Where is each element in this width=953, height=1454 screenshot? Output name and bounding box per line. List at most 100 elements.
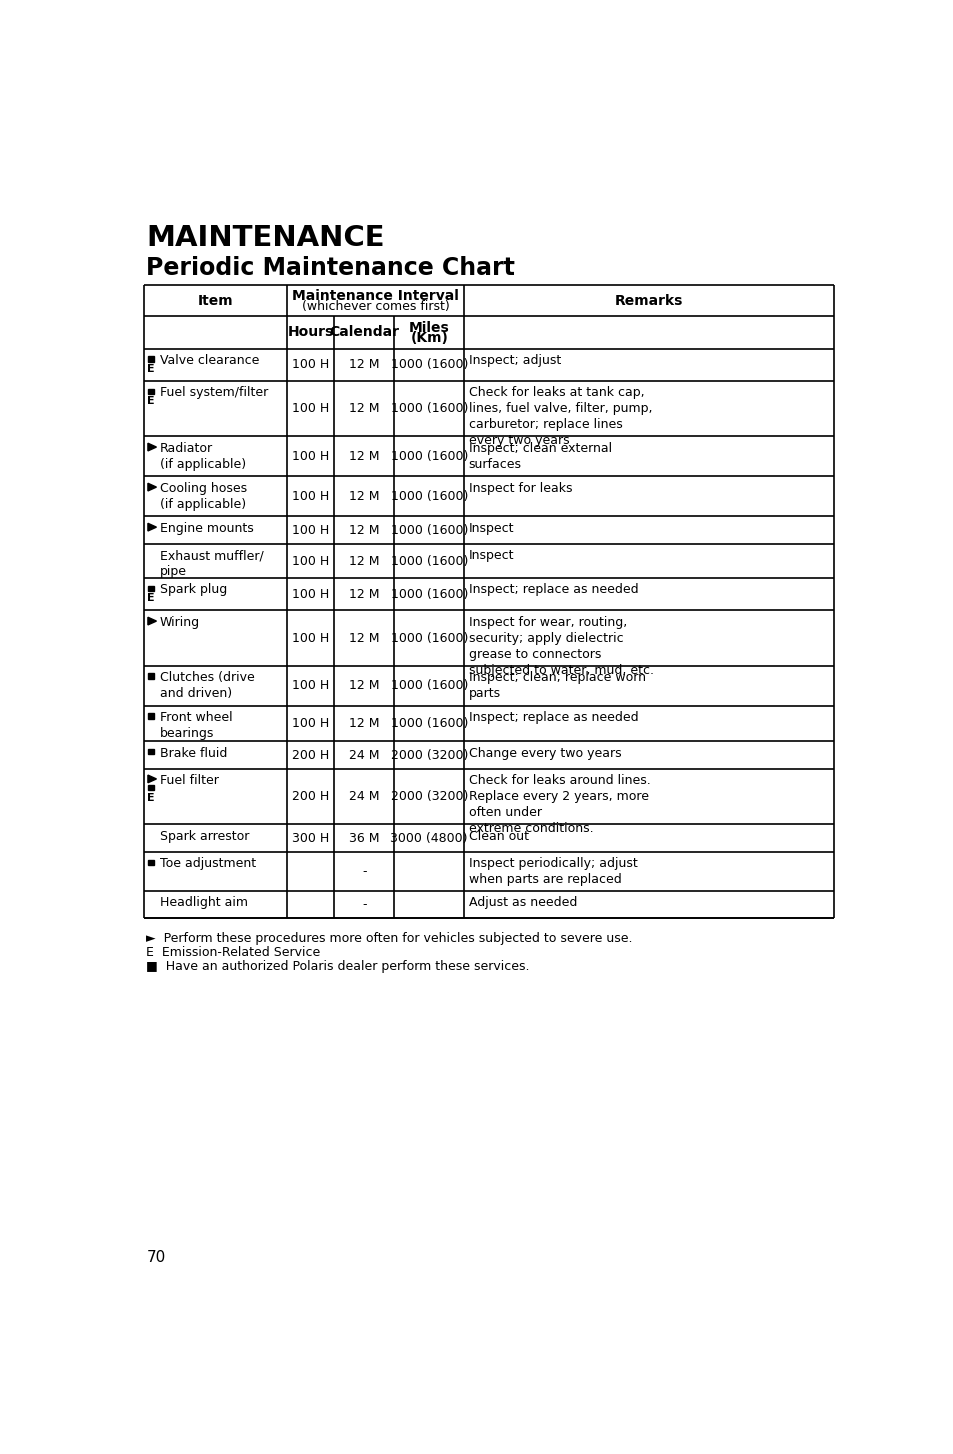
Text: Fuel system/filter: Fuel system/filter — [159, 387, 268, 400]
Text: 1000 (1600): 1000 (1600) — [390, 490, 468, 503]
Text: 1000 (1600): 1000 (1600) — [390, 403, 468, 414]
Polygon shape — [148, 523, 156, 531]
Text: 24 M: 24 M — [349, 749, 379, 762]
Bar — [148, 785, 153, 791]
Text: 12 M: 12 M — [349, 717, 379, 730]
Text: 1000 (1600): 1000 (1600) — [390, 587, 468, 601]
Text: Inspect; clean external
surfaces: Inspect; clean external surfaces — [468, 442, 611, 471]
Text: Headlight aim: Headlight aim — [159, 896, 247, 909]
Text: Inspect for wear, routing,
security; apply dielectric
grease to connectors
subje: Inspect for wear, routing, security; app… — [468, 615, 653, 676]
Text: 1000 (1600): 1000 (1600) — [390, 554, 468, 567]
Text: Remarks: Remarks — [614, 294, 682, 308]
Text: Inspect; clean; replace worn
parts: Inspect; clean; replace worn parts — [468, 672, 645, 701]
Bar — [148, 356, 153, 362]
Text: Inspect: Inspect — [468, 550, 514, 563]
Text: 100 H: 100 H — [292, 717, 329, 730]
Text: Inspect periodically; adjust
when parts are replaced: Inspect periodically; adjust when parts … — [468, 858, 637, 887]
Text: (Km): (Km) — [410, 330, 448, 345]
Text: Cooling hoses
(if applicable): Cooling hoses (if applicable) — [159, 481, 247, 510]
Bar — [148, 714, 153, 718]
Bar — [148, 749, 153, 755]
Text: Check for leaks around lines.
Replace every 2 years, more
often under
extreme co: Check for leaks around lines. Replace ev… — [468, 775, 650, 835]
Text: Spark arrestor: Spark arrestor — [159, 830, 249, 843]
Text: E: E — [147, 792, 154, 803]
Polygon shape — [148, 483, 156, 491]
Text: Calendar: Calendar — [329, 326, 398, 339]
Text: Miles: Miles — [409, 321, 449, 334]
Text: Clutches (drive
and driven): Clutches (drive and driven) — [159, 672, 254, 701]
Bar — [148, 586, 153, 590]
Text: ►  Perform these procedures more often for vehicles subjected to severe use.: ► Perform these procedures more often fo… — [146, 932, 632, 945]
Text: 100 H: 100 H — [292, 631, 329, 644]
Text: 100 H: 100 H — [292, 587, 329, 601]
Text: Check for leaks at tank cap,
lines, fuel valve, filter, pump,
carburetor; replac: Check for leaks at tank cap, lines, fuel… — [468, 387, 652, 448]
Text: 24 M: 24 M — [349, 790, 379, 803]
Text: Inspect; adjust: Inspect; adjust — [468, 353, 560, 366]
Text: Change every two years: Change every two years — [468, 746, 620, 759]
Text: Maintenance Interval: Maintenance Interval — [292, 289, 458, 302]
Text: 36 M: 36 M — [349, 832, 379, 845]
Text: 1000 (1600): 1000 (1600) — [390, 523, 468, 537]
Text: 1000 (1600): 1000 (1600) — [390, 631, 468, 644]
Text: 12 M: 12 M — [349, 449, 379, 462]
Text: 100 H: 100 H — [292, 358, 329, 371]
Text: 200 H: 200 H — [292, 790, 329, 803]
Text: Wiring: Wiring — [159, 615, 199, 628]
Text: Inspect; replace as needed: Inspect; replace as needed — [468, 711, 638, 724]
Text: 12 M: 12 M — [349, 490, 379, 503]
Text: 200 H: 200 H — [292, 749, 329, 762]
Text: Clean out: Clean out — [468, 830, 528, 843]
Text: 70: 70 — [146, 1250, 166, 1265]
Bar — [148, 673, 153, 679]
Text: 1000 (1600): 1000 (1600) — [390, 358, 468, 371]
Text: E: E — [147, 364, 154, 374]
Text: Inspect: Inspect — [468, 522, 514, 535]
Text: Inspect; replace as needed: Inspect; replace as needed — [468, 583, 638, 596]
Text: 2000 (3200): 2000 (3200) — [390, 790, 468, 803]
Text: Front wheel
bearings: Front wheel bearings — [159, 711, 232, 740]
Text: 2000 (3200): 2000 (3200) — [390, 749, 468, 762]
Text: MAINTENANCE: MAINTENANCE — [146, 224, 385, 252]
Text: 12 M: 12 M — [349, 679, 379, 692]
Text: Engine mounts: Engine mounts — [159, 522, 253, 535]
Text: -: - — [361, 899, 366, 912]
Text: E: E — [147, 397, 154, 406]
Bar — [148, 859, 153, 865]
Text: -: - — [361, 865, 366, 878]
Text: Valve clearance: Valve clearance — [159, 353, 258, 366]
Text: (whichever comes first): (whichever comes first) — [301, 301, 449, 314]
Text: 12 M: 12 M — [349, 587, 379, 601]
Text: Hours: Hours — [287, 326, 334, 339]
Text: E: E — [147, 593, 154, 603]
Text: Brake fluid: Brake fluid — [159, 746, 227, 759]
Text: 12 M: 12 M — [349, 631, 379, 644]
Text: 1000 (1600): 1000 (1600) — [390, 449, 468, 462]
Text: Item: Item — [197, 294, 233, 308]
Polygon shape — [148, 443, 156, 451]
Text: 12 M: 12 M — [349, 523, 379, 537]
Polygon shape — [148, 618, 156, 625]
Bar — [148, 388, 153, 394]
Text: Periodic Maintenance Chart: Periodic Maintenance Chart — [146, 256, 515, 281]
Text: 3000 (4800): 3000 (4800) — [390, 832, 468, 845]
Text: 1000 (1600): 1000 (1600) — [390, 717, 468, 730]
Text: 12 M: 12 M — [349, 358, 379, 371]
Text: Inspect for leaks: Inspect for leaks — [468, 481, 572, 494]
Text: Radiator
(if applicable): Radiator (if applicable) — [159, 442, 246, 471]
Text: 12 M: 12 M — [349, 403, 379, 414]
Text: 100 H: 100 H — [292, 554, 329, 567]
Text: ■  Have an authorized Polaris dealer perform these services.: ■ Have an authorized Polaris dealer perf… — [146, 960, 529, 973]
Text: 100 H: 100 H — [292, 449, 329, 462]
Polygon shape — [148, 775, 156, 782]
Text: 100 H: 100 H — [292, 403, 329, 414]
Text: Adjust as needed: Adjust as needed — [468, 896, 577, 909]
Text: Spark plug: Spark plug — [159, 583, 227, 596]
Text: 300 H: 300 H — [292, 832, 329, 845]
Text: Fuel filter: Fuel filter — [159, 775, 218, 787]
Text: 1000 (1600): 1000 (1600) — [390, 679, 468, 692]
Text: 12 M: 12 M — [349, 554, 379, 567]
Text: Toe adjustment: Toe adjustment — [159, 858, 255, 871]
Text: E  Emission-Related Service: E Emission-Related Service — [146, 947, 319, 960]
Text: Exhaust muffler/
pipe: Exhaust muffler/ pipe — [159, 550, 263, 579]
Text: 100 H: 100 H — [292, 490, 329, 503]
